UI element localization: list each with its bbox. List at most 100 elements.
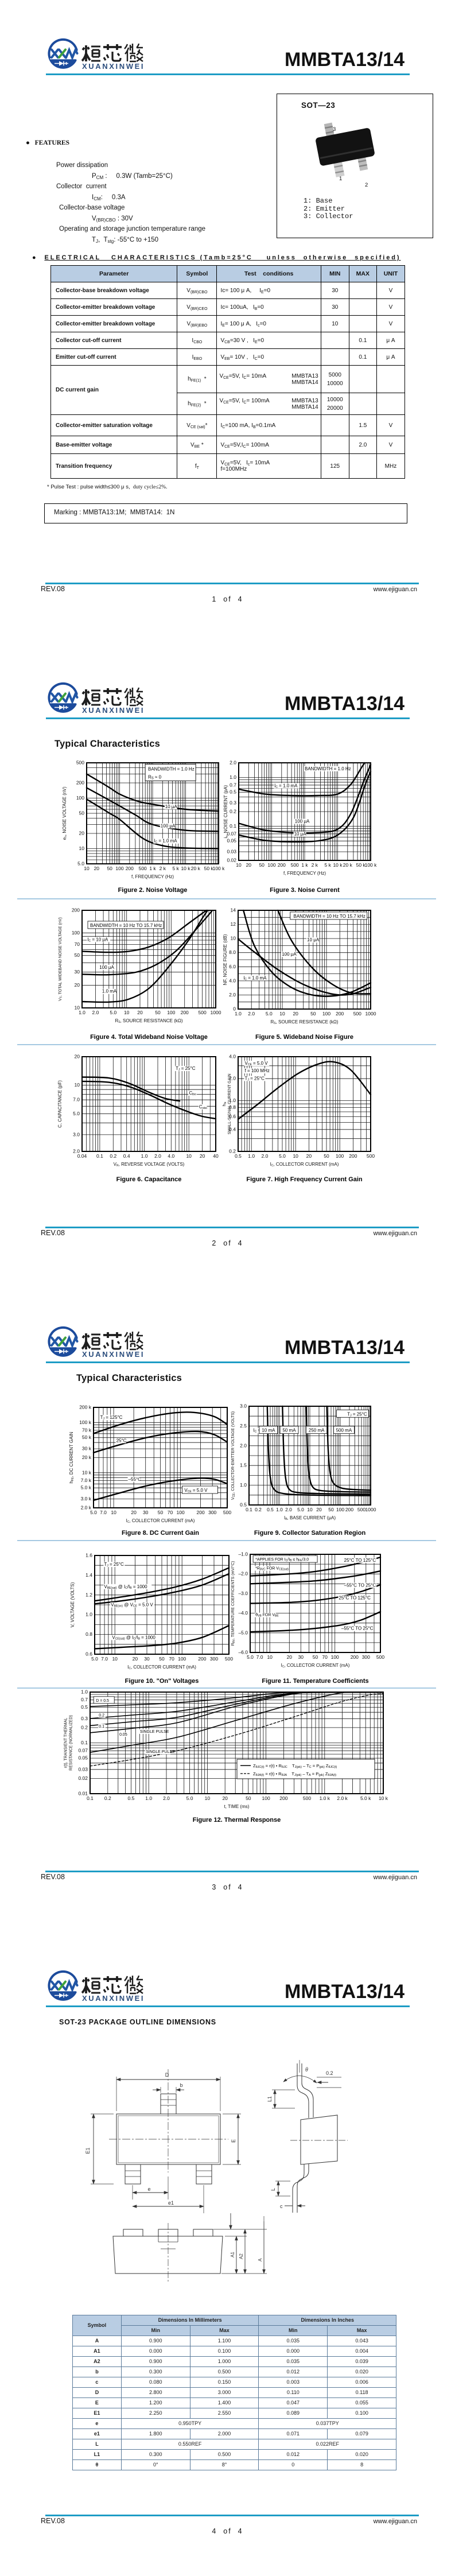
- svg-text:10 μA: 10 μA: [307, 937, 320, 942]
- svg-text:3.0: 3.0: [73, 1131, 80, 1137]
- svg-text:100 k: 100 k: [79, 1419, 92, 1425]
- svg-text:–1.0: –1.0: [238, 1551, 248, 1557]
- svg-text:70: 70: [322, 1654, 328, 1660]
- svg-text:0.2: 0.2: [110, 1153, 116, 1159]
- svg-text:TJ = 25°C: TJ = 25°C: [104, 1562, 124, 1568]
- svg-text:0.3: 0.3: [81, 1716, 88, 1721]
- svg-text:10 k: 10 k: [379, 1795, 388, 1801]
- svg-text:ZθJC(t) = r(t) • RθJC TJ(pk: ZθJC(t) = r(t) • RθJC TJ(pk) – TC = P(pk…: [253, 1763, 337, 1769]
- svg-text:3: 3: [333, 126, 336, 133]
- svg-text:10: 10: [75, 1082, 80, 1088]
- svg-text:100: 100: [322, 1011, 330, 1017]
- svg-text:2.0: 2.0: [261, 1153, 268, 1159]
- svg-text:r(t), TRANSIENT THERMAL: r(t), TRANSIENT THERMAL: [64, 1718, 68, 1768]
- svg-text:0.2: 0.2: [326, 2070, 333, 2076]
- svg-text:10: 10: [75, 1005, 80, 1011]
- svg-text:40: 40: [213, 1153, 219, 1159]
- svg-text:100 k: 100 k: [365, 862, 378, 868]
- svg-text:50 mA: 50 mA: [282, 1428, 296, 1433]
- svg-text:50: 50: [310, 1011, 316, 1017]
- svg-text:20: 20: [79, 831, 85, 836]
- svg-text:c: c: [280, 2203, 283, 2209]
- svg-text:2.0: 2.0: [229, 992, 236, 998]
- svg-text:e: e: [147, 2186, 150, 2192]
- svg-text:Figure 10. "On" Voltages: Figure 10. "On" Voltages: [125, 1678, 199, 1685]
- svg-text:0.5: 0.5: [240, 1502, 247, 1508]
- svg-text:A: A: [258, 2258, 263, 2261]
- svg-text:1.0: 1.0: [235, 1011, 242, 1017]
- svg-text:100 k: 100 k: [213, 866, 225, 871]
- svg-text:1.2: 1.2: [85, 1592, 92, 1597]
- svg-text:5.0: 5.0: [279, 1153, 286, 1159]
- svg-text:10 k: 10 k: [333, 862, 343, 868]
- svg-text:300: 300: [210, 1656, 218, 1662]
- svg-text:BANDWIDTH = 10 Hz TO 15.7 kHz: BANDWIDTH = 10 Hz TO 15.7 kHz: [294, 914, 365, 919]
- svg-text:1.0: 1.0: [85, 1612, 92, 1617]
- svg-text:50: 50: [107, 866, 112, 871]
- svg-text:7.0: 7.0: [73, 1097, 80, 1103]
- svg-text:0.2: 0.2: [104, 1795, 111, 1801]
- svg-text:30: 30: [75, 969, 80, 975]
- svg-text:20: 20: [75, 982, 80, 988]
- svg-text:25°C: 25°C: [116, 1438, 127, 1443]
- svg-text:10: 10: [307, 1507, 313, 1512]
- svg-text:25°C TO 125°C: 25°C TO 125°C: [344, 1558, 376, 1563]
- svg-text:BANDWIDTH = 1.0 Hz: BANDWIDTH = 1.0 Hz: [148, 767, 195, 772]
- svg-text:IC, COLLECTOR CURRENT (mA): IC, COLLECTOR CURRENT (mA): [281, 1663, 350, 1669]
- svg-text:200: 200: [198, 1656, 206, 1662]
- svg-text:500: 500: [225, 1656, 233, 1662]
- svg-text:1.0: 1.0: [230, 774, 236, 780]
- svg-text:SMALL-SIGNAL CURRENT GAIN: SMALL-SIGNAL CURRENT GAIN: [228, 1074, 232, 1135]
- svg-text:1.0: 1.0: [141, 1153, 148, 1159]
- svg-text:50: 50: [158, 1510, 164, 1515]
- svg-text:200: 200: [126, 866, 134, 871]
- svg-text:20: 20: [75, 1054, 80, 1060]
- svg-text:0.5: 0.5: [267, 1507, 274, 1512]
- svg-text:0.1: 0.1: [87, 1795, 94, 1801]
- svg-text:50: 50: [328, 1507, 334, 1512]
- svg-text:b: b: [180, 2082, 182, 2088]
- svg-text:in, NOISE CURRENT (pA): in, NOISE CURRENT (pA): [223, 785, 229, 838]
- svg-text:TJ = 25°C: TJ = 25°C: [245, 1076, 265, 1081]
- svg-text:Figure 11. Temperature Coeffic: Figure 11. Temperature Coefficients: [262, 1678, 368, 1685]
- svg-text:0.1: 0.1: [96, 1153, 103, 1159]
- svg-text:IB, BASE CURRENT (μA): IB, BASE CURRENT (μA): [284, 1515, 336, 1521]
- svg-text:t, TIME (ms): t, TIME (ms): [224, 1804, 250, 1809]
- svg-text:5.0: 5.0: [266, 1011, 273, 1017]
- svg-text:1.0: 1.0: [79, 1010, 85, 1015]
- svg-text:30: 30: [144, 1656, 150, 1662]
- svg-text:V, VOLTAGE (VOLTS): V, VOLTAGE (VOLTS): [70, 1582, 75, 1627]
- svg-text:0: 0: [233, 1006, 236, 1012]
- svg-text:0.04: 0.04: [77, 1153, 87, 1159]
- svg-text:50: 50: [155, 1010, 161, 1015]
- svg-text:C, CAPACITANCE (pF): C, CAPACITANCE (pF): [57, 1080, 63, 1128]
- svg-text:0.03: 0.03: [78, 1766, 88, 1772]
- svg-text:L: L: [270, 2188, 276, 2191]
- svg-text:50: 50: [313, 1654, 318, 1660]
- svg-text:0.05: 0.05: [227, 838, 236, 844]
- svg-text:VCE, COLLECTOR-EMITTER VOLTAGE: VCE, COLLECTOR-EMITTER VOLTAGE (VOLTS): [231, 1411, 236, 1500]
- svg-text:50 k: 50 k: [356, 862, 366, 868]
- svg-text:500: 500: [199, 1010, 207, 1015]
- svg-text:Figure 9. Collector Saturation: Figure 9. Collector Saturation Region: [254, 1530, 366, 1537]
- svg-text:50: 50: [79, 810, 85, 816]
- svg-text:2.0 k: 2.0 k: [81, 1505, 92, 1511]
- svg-text:VCE = 5.0 V: VCE = 5.0 V: [245, 1061, 269, 1066]
- svg-text:2.0: 2.0: [248, 1011, 255, 1017]
- svg-text:5.0: 5.0: [77, 861, 84, 867]
- svg-text:1 k: 1 k: [149, 866, 156, 871]
- svg-text:6.0: 6.0: [229, 964, 236, 969]
- svg-text:2.0: 2.0: [230, 760, 236, 766]
- svg-text:100: 100: [76, 795, 84, 801]
- svg-text:100: 100: [336, 1153, 344, 1159]
- svg-text:0.1: 0.1: [99, 1725, 104, 1729]
- svg-text:–4.0: –4.0: [238, 1610, 248, 1616]
- svg-text:30: 30: [143, 1510, 149, 1515]
- svg-text:200: 200: [336, 1011, 344, 1017]
- svg-text:200: 200: [349, 1153, 357, 1159]
- svg-text:300: 300: [208, 1510, 216, 1515]
- svg-text:0.5: 0.5: [127, 1795, 134, 1801]
- svg-text:5.0 k: 5.0 k: [360, 1795, 371, 1801]
- svg-text:500: 500: [353, 1011, 361, 1017]
- svg-text:TJ = 125°C: TJ = 125°C: [100, 1415, 123, 1421]
